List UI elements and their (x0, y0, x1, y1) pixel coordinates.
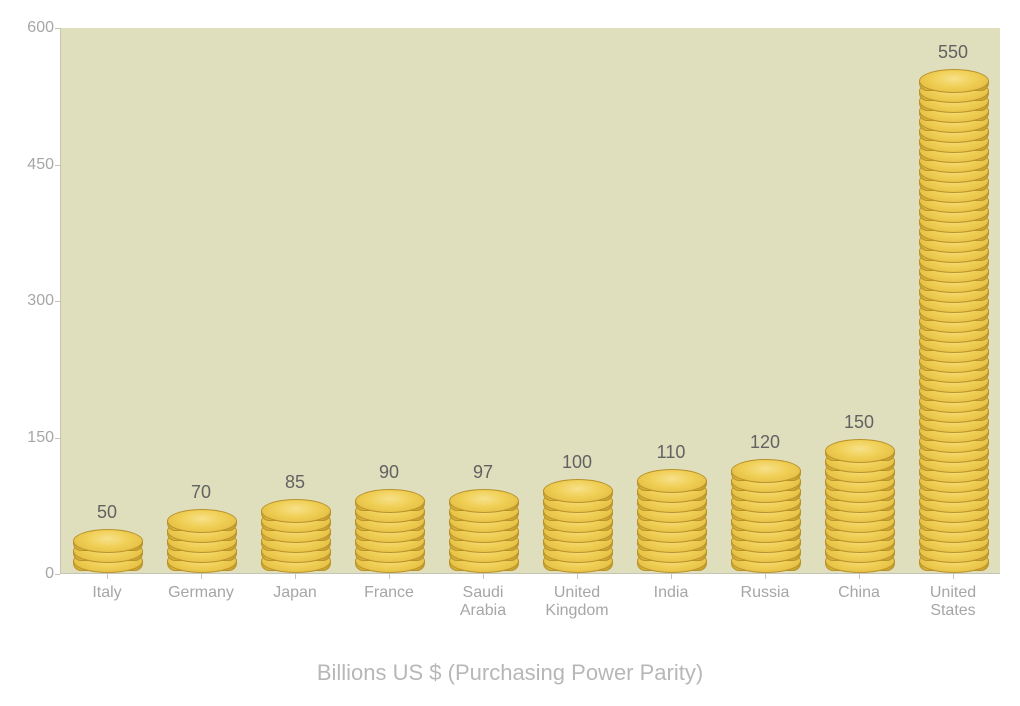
x-tick-mark (295, 574, 296, 579)
x-tick-mark (577, 574, 578, 579)
value-label: 550 (908, 42, 998, 63)
x-tick-mark (765, 574, 766, 579)
coin-stack (261, 499, 331, 573)
x-category-label: India (626, 584, 716, 602)
y-tick-label: 0 (4, 565, 54, 583)
coin (449, 489, 519, 513)
value-label: 110 (626, 442, 716, 463)
coin-stack (73, 529, 143, 573)
x-category-label: Russia (720, 584, 810, 602)
value-label: 100 (532, 452, 622, 473)
value-label: 85 (250, 472, 340, 493)
coin-stack (825, 439, 895, 573)
coin-stack (355, 489, 425, 573)
coin (731, 459, 801, 483)
coin-stack (167, 509, 237, 573)
y-tick-mark (55, 574, 60, 575)
y-tick-mark (55, 165, 60, 166)
y-tick-mark (55, 438, 60, 439)
coin-stack (731, 459, 801, 573)
coin-stack (919, 69, 989, 573)
x-tick-mark (201, 574, 202, 579)
x-tick-mark (671, 574, 672, 579)
y-tick-label: 300 (4, 292, 54, 310)
x-category-label: Saudi Arabia (438, 584, 528, 621)
y-tick-label: 450 (4, 156, 54, 174)
x-category-label: Italy (62, 584, 152, 602)
y-tick-mark (55, 301, 60, 302)
coin-stack (637, 469, 707, 573)
y-tick-label: 150 (4, 429, 54, 447)
chart-container: 0 150 300 450 600 ItalyGermanyJapanFranceSau… (0, 0, 1020, 706)
x-tick-mark (107, 574, 108, 579)
coin (825, 439, 895, 463)
value-label: 97 (438, 462, 528, 483)
coin-stack (449, 489, 519, 573)
x-category-label: Germany (156, 584, 246, 602)
coin (355, 489, 425, 513)
value-label: 70 (156, 482, 246, 503)
value-label: 150 (814, 412, 904, 433)
x-category-label: China (814, 584, 904, 602)
value-label: 50 (62, 502, 152, 523)
x-tick-mark (953, 574, 954, 579)
x-category-label: France (344, 584, 434, 602)
x-category-label: United Kingdom (532, 584, 622, 621)
coin (167, 509, 237, 533)
coin-stack (543, 479, 613, 573)
coin (261, 499, 331, 523)
y-tick-mark (55, 28, 60, 29)
coin (919, 69, 989, 93)
x-category-label: Japan (250, 584, 340, 602)
x-tick-mark (483, 574, 484, 579)
value-label: 90 (344, 462, 434, 483)
x-tick-mark (389, 574, 390, 579)
x-axis-title: Billions US $ (Purchasing Power Parity) (317, 660, 703, 686)
value-label: 120 (720, 432, 810, 453)
x-tick-mark (859, 574, 860, 579)
x-category-label: United States (908, 584, 998, 621)
y-tick-label: 600 (4, 19, 54, 37)
coin (73, 529, 143, 553)
coin (543, 479, 613, 503)
coin (637, 469, 707, 493)
